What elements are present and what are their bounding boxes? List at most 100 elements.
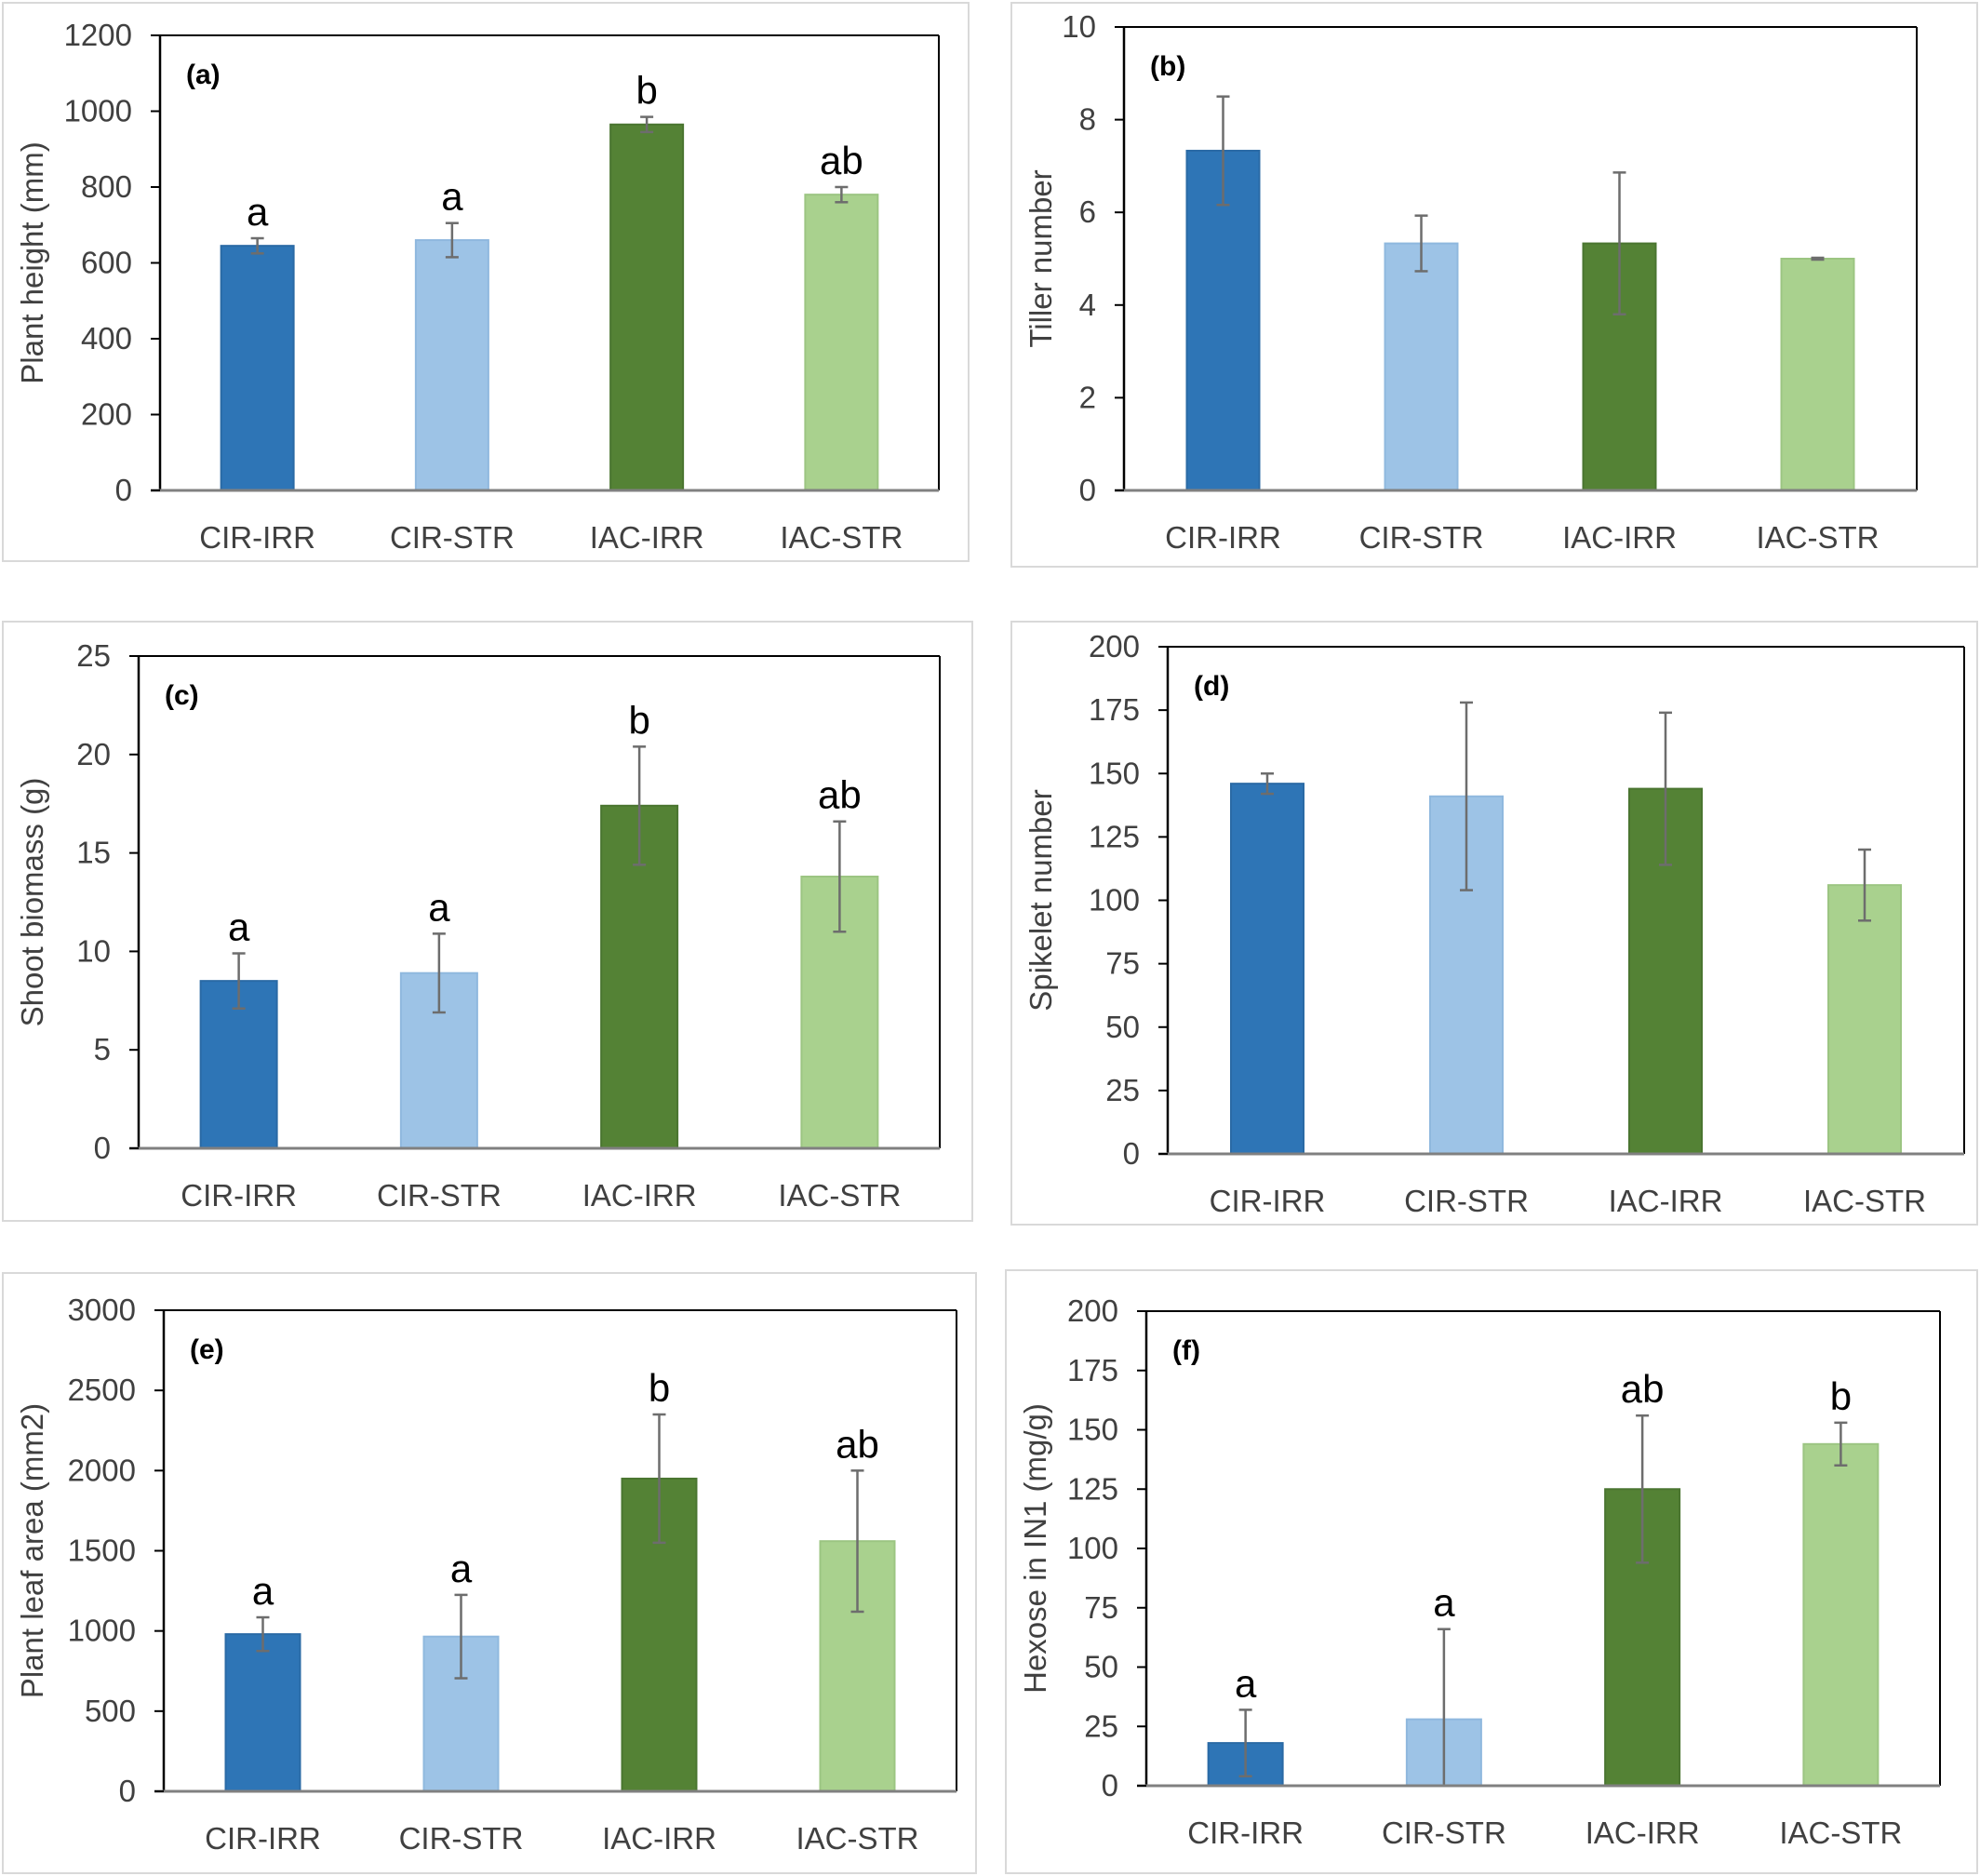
x-tick-label: CIR-IRR bbox=[1210, 1184, 1326, 1218]
x-tick-label: CIR-IRR bbox=[199, 520, 315, 555]
plot-frame bbox=[139, 655, 941, 1148]
bar-cir-irr bbox=[220, 245, 295, 491]
x-tick-label: IAC-IRR bbox=[1585, 1816, 1700, 1850]
chart-panel-d: 0 25 50 75 100 125 150 175 200 CIR-IRR CIR-STR IAC-… bbox=[1010, 621, 1978, 1226]
panel-label: (d) bbox=[1194, 671, 1229, 702]
y-axis-label: Hexose in IN1 (mg/g) bbox=[1018, 1403, 1052, 1694]
x-tick-label: CIR-IRR bbox=[181, 1178, 297, 1213]
y-tick-label: 8 bbox=[1079, 102, 1096, 137]
significance-letter: b bbox=[649, 1366, 670, 1410]
y-tick-label: 50 bbox=[1105, 1010, 1140, 1044]
error-bar bbox=[835, 185, 849, 204]
chart-panel-b: 0 2 4 6 8 10 CIR-IRR CIR-STR IAC-IRR IAC-STR (b) Ti… bbox=[1010, 2, 1978, 568]
significance-letter: a bbox=[247, 190, 269, 234]
y-tick-label: 15 bbox=[76, 836, 111, 870]
x-tick-label: CIR-IRR bbox=[1187, 1816, 1304, 1850]
bar-cir-str bbox=[1384, 242, 1459, 491]
y-tick-label: 0 bbox=[94, 1131, 111, 1165]
panel-label: (f) bbox=[1172, 1335, 1200, 1366]
error-bar bbox=[250, 236, 264, 255]
x-tick-label: CIR-STR bbox=[390, 520, 515, 555]
error-bar bbox=[232, 952, 246, 1011]
significance-letter: a bbox=[428, 885, 450, 929]
y-tick-label: 10 bbox=[76, 933, 111, 968]
x-tick-label: IAC-IRR bbox=[582, 1178, 697, 1213]
significance-letter: a bbox=[441, 175, 463, 219]
error-bar bbox=[454, 1593, 468, 1680]
y-tick-label: 400 bbox=[81, 321, 132, 355]
error-bar bbox=[1261, 772, 1274, 796]
significance-letter: ab bbox=[818, 773, 862, 817]
y-tick-label: 175 bbox=[1089, 692, 1140, 727]
significance-letter: b bbox=[1830, 1374, 1852, 1418]
error-bar bbox=[1612, 171, 1626, 316]
chart-b: 0 2 4 6 8 10 CIR-IRR CIR-STR IAC-IRR IAC-STR (b) Ti… bbox=[1023, 9, 1918, 555]
y-axis-label: Shoot biomass (g) bbox=[15, 778, 49, 1027]
chart-d: 0 25 50 75 100 125 150 175 200 CIR-IRR CIR-STR IAC-… bbox=[1023, 629, 1965, 1218]
error-bar bbox=[432, 932, 446, 1014]
bar-iac-str bbox=[1802, 1442, 1880, 1788]
chart-panel-e: 0 500 1000 1500 2000 2500 3000 CIR-IRR CIR-STR IA… bbox=[2, 1272, 977, 1874]
significance-letter: ab bbox=[820, 139, 863, 182]
y-tick-label: 200 bbox=[1067, 1293, 1118, 1328]
significance-letter: b bbox=[635, 69, 657, 113]
error-bar bbox=[1659, 711, 1672, 866]
panel-label: (e) bbox=[190, 1334, 224, 1365]
y-tick-label: 800 bbox=[81, 169, 132, 204]
chart-e: 0 500 1000 1500 2000 2500 3000 CIR-IRR CIR-STR IA… bbox=[15, 1293, 957, 1856]
y-tick-label: 25 bbox=[1084, 1708, 1118, 1743]
y-tick-label: 125 bbox=[1067, 1471, 1118, 1506]
significance-letter: b bbox=[628, 698, 649, 742]
y-tick-label: 1000 bbox=[64, 94, 132, 128]
chart-a: 0 200 400 600 800 1000 1200 CIR-IRR CIR-STR IAC-I… bbox=[15, 18, 940, 555]
chart-panel-a: 0 200 400 600 800 1000 1200 CIR-IRR CIR-STR IAC-I… bbox=[2, 2, 970, 562]
error-bar bbox=[633, 745, 647, 866]
y-tick-label: 0 bbox=[115, 473, 132, 507]
error-bar bbox=[1636, 1414, 1650, 1564]
significance-letter: a bbox=[252, 1569, 274, 1613]
y-tick-label: 25 bbox=[76, 638, 111, 673]
y-tick-label: 0 bbox=[1079, 473, 1096, 507]
y-tick-label: 75 bbox=[1084, 1590, 1118, 1625]
plot-frame bbox=[160, 34, 940, 490]
x-tick-label: IAC-STR bbox=[1779, 1816, 1902, 1850]
error-bar bbox=[640, 115, 654, 134]
error-bar bbox=[1858, 848, 1871, 922]
x-tick-label: IAC-IRR bbox=[1609, 1184, 1723, 1218]
significance-letter: a bbox=[1235, 1661, 1257, 1705]
x-tick-label: CIR-STR bbox=[377, 1178, 502, 1213]
y-tick-label: 50 bbox=[1084, 1650, 1118, 1684]
y-tick-label: 5 bbox=[94, 1032, 111, 1066]
error-bar bbox=[1811, 256, 1825, 261]
y-tick-label: 175 bbox=[1067, 1353, 1118, 1387]
x-tick-label: CIR-STR bbox=[1404, 1184, 1529, 1218]
y-axis-label: Tiller number bbox=[1023, 169, 1058, 347]
plot-frame bbox=[1168, 646, 1965, 1154]
y-tick-label: 150 bbox=[1067, 1413, 1118, 1447]
y-tick-label: 200 bbox=[1089, 629, 1140, 663]
bar-iac-str bbox=[1827, 884, 1902, 1155]
y-tick-label: 4 bbox=[1079, 288, 1096, 322]
plot-frame bbox=[1146, 1310, 1941, 1786]
y-tick-label: 25 bbox=[1105, 1073, 1140, 1107]
x-tick-label: IAC-IRR bbox=[590, 520, 704, 555]
y-tick-label: 2000 bbox=[68, 1453, 136, 1487]
plot-frame bbox=[1124, 26, 1918, 490]
chart-c: 0 5 10 15 20 25 CIR-IRR CIR-STR IAC-IRR IAC-STR a a… bbox=[15, 638, 941, 1213]
significance-letter: ab bbox=[1621, 1367, 1665, 1411]
y-tick-label: 600 bbox=[81, 246, 132, 280]
significance-letter: ab bbox=[836, 1422, 879, 1466]
x-tick-label: CIR-IRR bbox=[205, 1821, 321, 1856]
y-tick-label: 0 bbox=[1102, 1768, 1118, 1802]
bar-iac-irr bbox=[609, 123, 685, 491]
y-tick-label: 150 bbox=[1089, 756, 1140, 790]
panel-label: (b) bbox=[1150, 51, 1185, 82]
panel-label: (a) bbox=[186, 60, 221, 90]
y-tick-label: 125 bbox=[1089, 819, 1140, 853]
x-tick-label: CIR-STR bbox=[1382, 1816, 1506, 1850]
bar-iac-str bbox=[1780, 258, 1855, 491]
x-tick-label: IAC-IRR bbox=[602, 1821, 716, 1856]
chart-panel-f: 0 25 50 75 100 125 150 175 200 CIR-IRR CIR-STR IAC-… bbox=[1005, 1269, 1978, 1874]
y-axis-label: Spikelet number bbox=[1023, 789, 1058, 1011]
x-tick-label: IAC-STR bbox=[796, 1821, 919, 1856]
